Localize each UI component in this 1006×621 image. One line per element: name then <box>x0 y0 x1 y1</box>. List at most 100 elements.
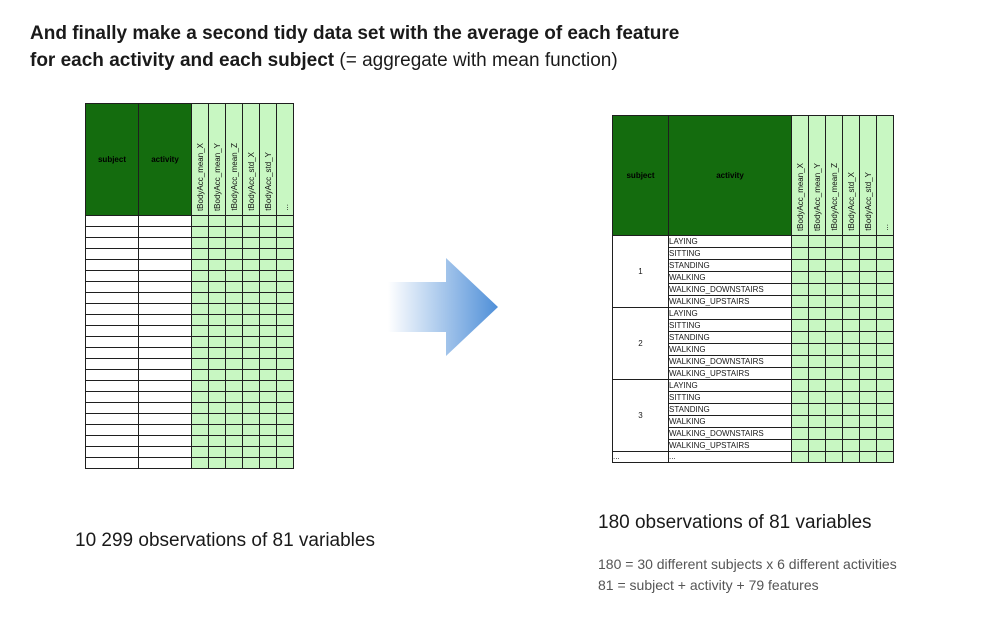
feature-cell <box>191 369 209 381</box>
table-row <box>85 424 294 436</box>
feature-cell <box>259 336 277 348</box>
feature-cell <box>242 413 260 425</box>
right-header-subject: subject <box>612 115 669 236</box>
right-header-feature: tBodyAcc_mean_X <box>791 115 809 236</box>
feature-cell <box>808 283 826 296</box>
feature-cell <box>259 446 277 458</box>
activity-cell: LAYING <box>668 307 792 320</box>
feature-cell <box>825 319 843 332</box>
table-cell <box>138 270 192 282</box>
left-data-table: subject activity tBodyAcc_mean_X tBodyAc… <box>85 103 294 469</box>
feature-cell <box>208 380 226 392</box>
feature-cell <box>808 271 826 284</box>
feature-cell <box>191 380 209 392</box>
table-cell <box>85 336 139 348</box>
feature-cell <box>259 347 277 359</box>
feature-cell <box>842 439 860 452</box>
note-line: 180 = 30 different subjects x 6 differen… <box>598 556 897 572</box>
feature-cell <box>876 271 894 284</box>
feature-cell <box>259 424 277 436</box>
subject-cell: 2 <box>612 307 669 380</box>
feature-cell <box>208 413 226 425</box>
feature-cell <box>859 391 877 404</box>
right-feature-label: ... <box>880 224 890 231</box>
ellipsis-row: ...... <box>612 451 894 463</box>
table-row <box>85 259 294 271</box>
table-cell <box>138 457 192 469</box>
feature-cell <box>876 319 894 332</box>
table-cell <box>138 259 192 271</box>
feature-cell <box>825 451 843 463</box>
table-cell <box>85 237 139 249</box>
ellipsis-cell: ... <box>612 451 669 463</box>
feature-cell <box>242 226 260 238</box>
feature-cell <box>859 451 877 463</box>
table-cell <box>138 281 192 293</box>
feature-cell <box>191 424 209 436</box>
feature-cell <box>242 457 260 469</box>
feature-cell <box>225 303 243 315</box>
feature-cell <box>842 283 860 296</box>
feature-cell <box>825 355 843 368</box>
feature-cell <box>276 336 294 348</box>
table-row: WALKING <box>613 415 894 428</box>
feature-cell <box>191 435 209 447</box>
feature-cell <box>825 235 843 248</box>
title-line-2-normal: (= aggregate with mean function) <box>334 50 618 71</box>
table-row <box>85 325 294 337</box>
feature-cell <box>859 439 877 452</box>
feature-cell <box>876 391 894 404</box>
table-cell <box>138 336 192 348</box>
feature-cell <box>225 391 243 403</box>
feature-cell <box>842 415 860 428</box>
activity-cell: SITTING <box>668 247 792 260</box>
feature-cell <box>876 403 894 416</box>
feature-cell <box>259 292 277 304</box>
right-caption: 180 observations of 81 variables <box>598 512 872 533</box>
feature-cell <box>191 391 209 403</box>
feature-cell <box>825 295 843 308</box>
table-cell <box>85 358 139 370</box>
feature-cell <box>242 303 260 315</box>
activity-cell: STANDING <box>668 403 792 416</box>
feature-cell <box>191 402 209 414</box>
feature-cell <box>808 343 826 356</box>
feature-cell <box>876 247 894 260</box>
feature-cell <box>225 435 243 447</box>
feature-cell <box>842 319 860 332</box>
feature-cell <box>876 259 894 272</box>
feature-cell <box>225 270 243 282</box>
feature-cell <box>225 237 243 249</box>
right-feature-label: tBodyAcc_mean_Z <box>829 163 839 231</box>
feature-cell <box>242 270 260 282</box>
feature-cell <box>259 248 277 260</box>
table-cell <box>138 248 192 260</box>
table-row: WALKING_UPSTAIRS <box>613 295 894 308</box>
table-row <box>85 457 294 469</box>
right-header-feature: tBodyAcc_std_X <box>842 115 860 236</box>
feature-cell <box>225 358 243 370</box>
left-header-feature: tBodyAcc_mean_Y <box>208 103 226 216</box>
feature-cell <box>791 367 809 380</box>
feature-cell <box>242 281 260 293</box>
feature-cell <box>859 235 877 248</box>
feature-cell <box>242 325 260 337</box>
left-header-feature: ... <box>276 103 294 216</box>
feature-cell <box>225 446 243 458</box>
feature-cell <box>191 226 209 238</box>
feature-cell <box>276 380 294 392</box>
feature-cell <box>842 247 860 260</box>
feature-cell <box>791 235 809 248</box>
table-row <box>85 435 294 447</box>
table-row <box>85 292 294 304</box>
activity-cell: WALKING_UPSTAIRS <box>668 439 792 452</box>
feature-cell <box>842 307 860 320</box>
left-header-feature: tBodyAcc_mean_Z <box>225 103 243 216</box>
feature-cell <box>191 314 209 326</box>
feature-cell <box>808 355 826 368</box>
feature-cell <box>842 355 860 368</box>
feature-cell <box>808 295 826 308</box>
feature-cell <box>208 457 226 469</box>
subject-cell: 1 <box>612 235 669 308</box>
feature-cell <box>242 435 260 447</box>
